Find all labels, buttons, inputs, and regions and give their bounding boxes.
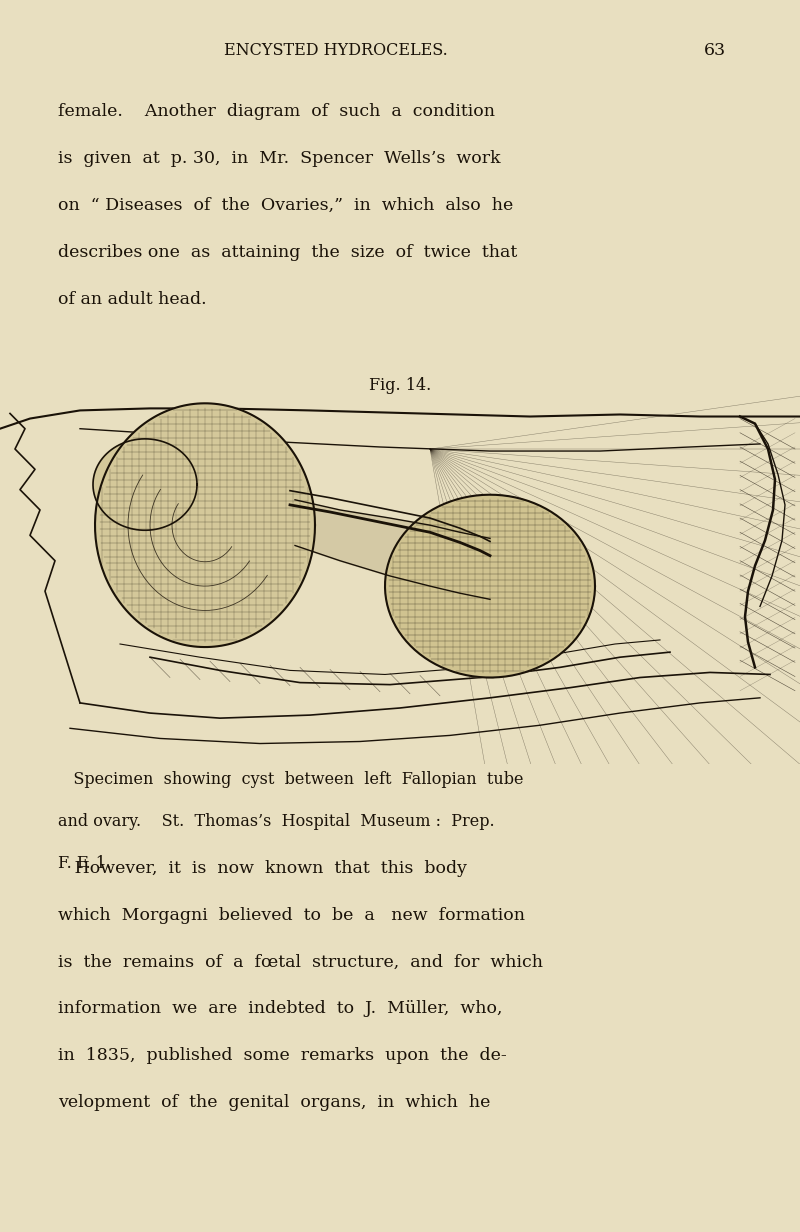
Polygon shape xyxy=(93,439,197,530)
Text: Specimen  showing  cyst  between  left  Fallopian  tube: Specimen showing cyst between left Fallo… xyxy=(58,771,524,788)
Text: Fig. 14.: Fig. 14. xyxy=(369,377,431,394)
Text: and ovary.    St.  Thomas’s  Hospital  Museum :  Prep.: and ovary. St. Thomas’s Hospital Museum … xyxy=(58,813,495,830)
Text: is  the  remains  of  a  fœtal  structure,  and  for  which: is the remains of a fœtal structure, and… xyxy=(58,954,543,971)
Text: is  given  at  p. 30,  in  Mr.  Spencer  Wells’s  work: is given at p. 30, in Mr. Spencer Wells’… xyxy=(58,150,501,168)
Polygon shape xyxy=(385,495,595,678)
Text: in  1835,  published  some  remarks  upon  the  de-: in 1835, published some remarks upon the… xyxy=(58,1047,507,1064)
Polygon shape xyxy=(95,403,315,647)
Text: 63: 63 xyxy=(704,42,726,59)
Text: which  Morgagni  believed  to  be  a   new  formation: which Morgagni believed to be a new form… xyxy=(58,907,526,924)
Text: F. F. 1.: F. F. 1. xyxy=(58,855,111,872)
Text: However,  it  is  now  known  that  this  body: However, it is now known that this body xyxy=(58,860,467,877)
Text: describes one  as  attaining  the  size  of  twice  that: describes one as attaining the size of t… xyxy=(58,244,518,261)
Text: ENCYSTED HYDROCELES.: ENCYSTED HYDROCELES. xyxy=(224,42,448,59)
Text: information  we  are  indebted  to  J.  Müller,  who,: information we are indebted to J. Müller… xyxy=(58,1000,503,1018)
Text: female.    Another  diagram  of  such  a  condition: female. Another diagram of such a condit… xyxy=(58,103,495,121)
Text: velopment  of  the  genital  organs,  in  which  he: velopment of the genital organs, in whic… xyxy=(58,1094,490,1111)
Text: of an adult head.: of an adult head. xyxy=(58,291,207,308)
Text: on  “ Diseases  of  the  Ovaries,”  in  which  also  he: on “ Diseases of the Ovaries,” in which … xyxy=(58,197,514,214)
